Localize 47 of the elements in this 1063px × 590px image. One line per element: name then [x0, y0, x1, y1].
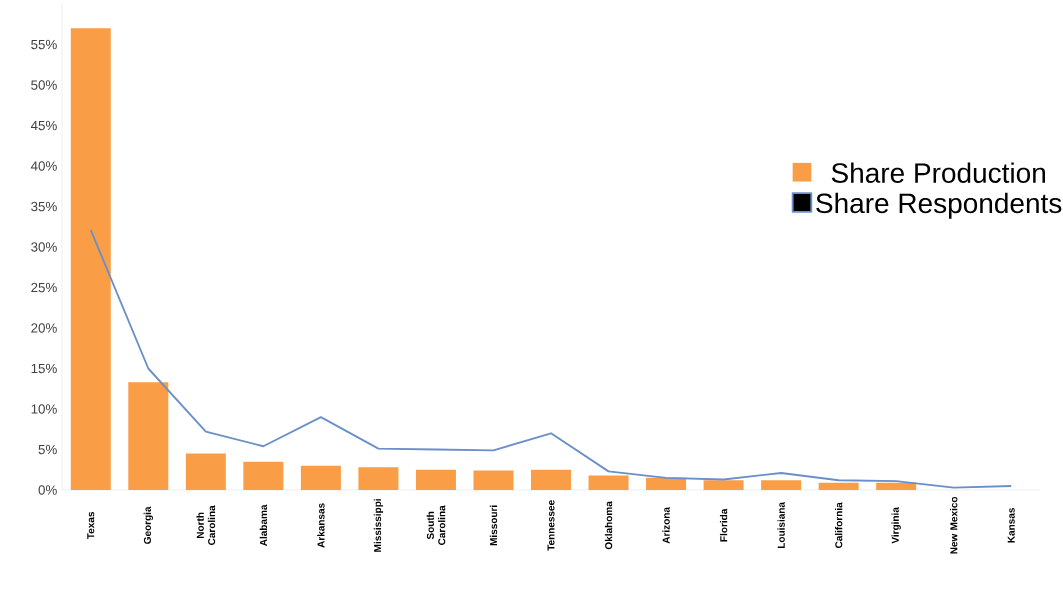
bar: [300, 465, 341, 490]
y-tick-label: 0%: [38, 485, 57, 495]
x-tick-label: North Carolina: [196, 505, 216, 545]
x-tick-label: South Carolina: [426, 505, 446, 545]
y-tick-label: 45%: [30, 120, 57, 131]
x-tick-label: Mississippi: [373, 499, 384, 552]
x-tick-label: Kansas: [1007, 508, 1015, 543]
bar: [703, 480, 744, 490]
bar: [588, 475, 629, 490]
y-tick-label: 50%: [31, 80, 57, 90]
x-tick-label: Louisiana: [777, 501, 785, 549]
x-tick-label: Arkansas: [317, 503, 325, 548]
bar: [358, 467, 399, 490]
y-tick-label: 10%: [31, 404, 57, 414]
bar: [876, 482, 917, 490]
y-tick-label: 35%: [31, 201, 57, 212]
x-tick-label: California: [834, 502, 843, 549]
legend-label: Share Respondents: [816, 192, 1062, 219]
y-tick-label: 25%: [31, 282, 57, 293]
legend-label: Share Production: [831, 162, 1045, 183]
bar: [415, 469, 456, 490]
y-tick-label: 20%: [31, 323, 57, 333]
x-tick-label: Missouri: [489, 505, 498, 546]
bar: [761, 480, 802, 490]
line-series: [89, 229, 1013, 489]
bar: [646, 477, 687, 490]
y-tick-label: 55%: [31, 39, 57, 50]
bar: [818, 482, 859, 490]
bar: [128, 382, 169, 490]
x-tick-label: Texas: [87, 511, 95, 540]
y-tick-label: 5%: [38, 444, 57, 455]
x-tick-label: Virginia: [891, 507, 901, 544]
y-tick-label: 15%: [31, 363, 57, 374]
x-tick-label: Georgia: [143, 506, 153, 544]
x-tick-label: Tennessee: [547, 500, 555, 551]
x-tick-label: New Mexico: [950, 496, 958, 554]
x-tick-label: Alabama: [259, 504, 268, 546]
bar: [70, 28, 111, 490]
bar: [531, 469, 571, 490]
y-tick-label: 30%: [31, 242, 57, 252]
y-tick-label: 40%: [30, 161, 57, 171]
bar: [185, 453, 226, 490]
bar: [473, 470, 514, 490]
x-tick-label: Florida: [719, 508, 728, 542]
x-tick-label: Arizona: [662, 506, 670, 544]
x-tick-label: Oklahoma: [604, 501, 613, 550]
bar: [243, 461, 284, 490]
